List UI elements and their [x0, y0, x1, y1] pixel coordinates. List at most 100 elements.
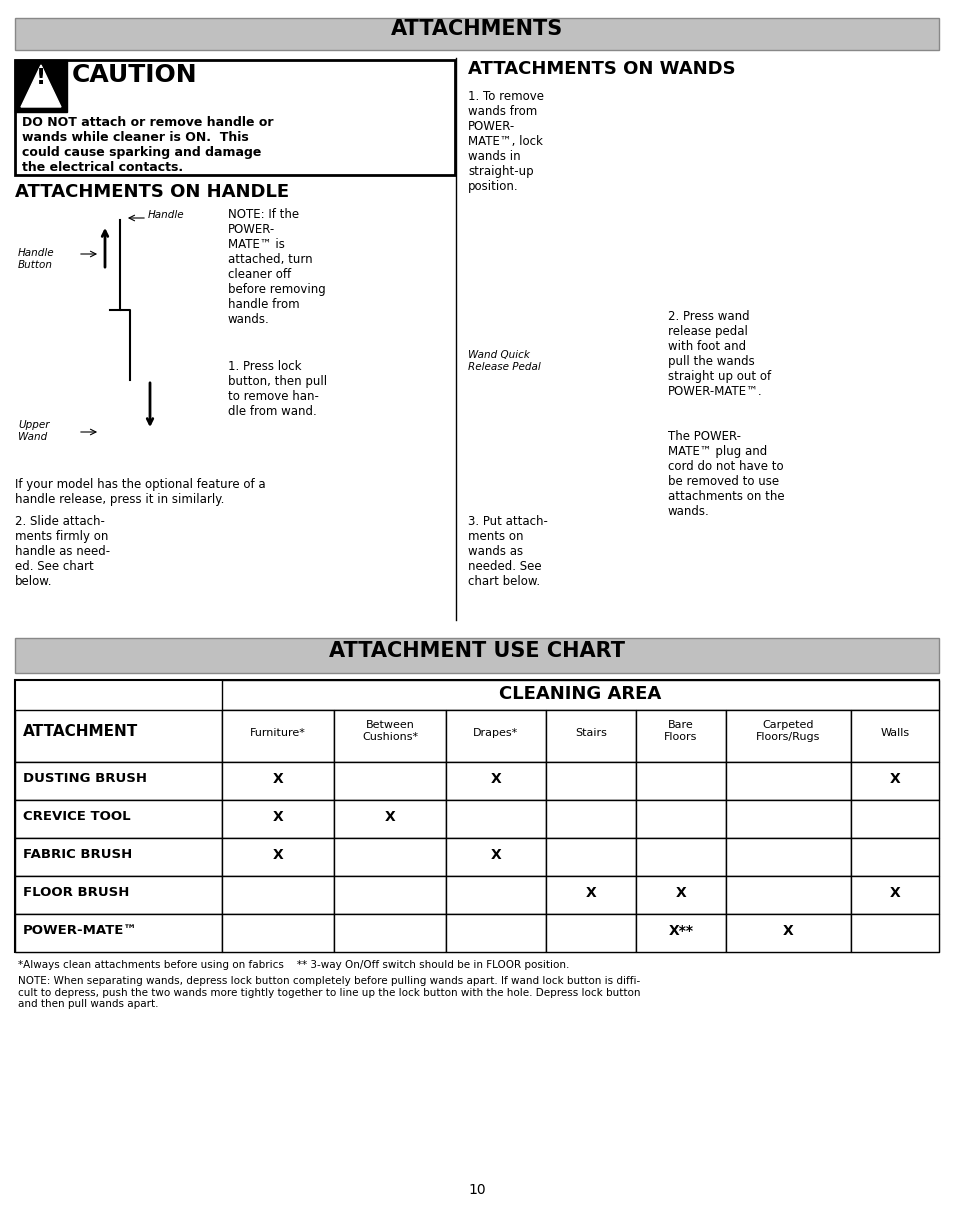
Bar: [850, 710, 938, 762]
Bar: [446, 876, 545, 914]
Bar: [636, 799, 725, 838]
Bar: [545, 876, 636, 914]
Bar: [725, 838, 850, 876]
Text: Drapes*: Drapes*: [473, 728, 518, 738]
Bar: [725, 876, 850, 914]
Text: !: !: [36, 68, 46, 87]
Bar: [15, 914, 222, 953]
Text: Walls: Walls: [880, 728, 908, 738]
Bar: [850, 876, 938, 914]
Text: NOTE: When separating wands, depress lock button completely before pulling wands: NOTE: When separating wands, depress loc…: [18, 976, 639, 1010]
Text: The POWER-
MATE™ plug and
cord do not have to
be removed to use
attachments on t: The POWER- MATE™ plug and cord do not ha…: [667, 430, 783, 518]
Text: NOTE: If the
POWER-
MATE™ is
attached, turn
cleaner off
before removing
handle f: NOTE: If the POWER- MATE™ is attached, t…: [228, 208, 325, 326]
Text: X: X: [585, 886, 596, 900]
Text: ATTACHMENTS ON HANDLE: ATTACHMENTS ON HANDLE: [15, 183, 289, 200]
Text: CLEANING AREA: CLEANING AREA: [498, 685, 661, 703]
Text: X: X: [675, 886, 685, 900]
Bar: [334, 914, 446, 953]
Text: ATTACHMENT: ATTACHMENT: [23, 724, 138, 739]
Bar: [446, 762, 545, 799]
Bar: [636, 762, 725, 799]
Bar: [636, 876, 725, 914]
Text: X: X: [273, 810, 283, 824]
Polygon shape: [21, 64, 61, 107]
Bar: [850, 838, 938, 876]
Bar: [636, 838, 725, 876]
Text: ATTACHMENTS ON WANDS: ATTACHMENTS ON WANDS: [468, 60, 735, 78]
Text: X: X: [889, 772, 900, 786]
Text: Wand Quick
Release Pedal: Wand Quick Release Pedal: [468, 350, 540, 372]
Bar: [15, 762, 222, 799]
Text: X: X: [490, 848, 501, 861]
Bar: [222, 762, 334, 799]
Bar: [850, 799, 938, 838]
Bar: [545, 838, 636, 876]
Bar: [222, 680, 938, 710]
Text: *Always clean attachments before using on fabrics    ** 3-way On/Off switch shou: *Always clean attachments before using o…: [18, 960, 569, 970]
Text: X: X: [273, 848, 283, 861]
Bar: [850, 914, 938, 953]
Text: Stairs: Stairs: [575, 728, 606, 738]
Text: Bare: Bare: [667, 720, 693, 730]
Text: 3. Put attach-
ments on
wands as
needed. See
chart below.: 3. Put attach- ments on wands as needed.…: [468, 515, 547, 588]
Bar: [545, 762, 636, 799]
Bar: [15, 710, 222, 762]
Text: DO NOT attach or remove handle or
wands while cleaner is ON.  This
could cause s: DO NOT attach or remove handle or wands …: [22, 115, 274, 174]
Bar: [15, 680, 938, 953]
Text: DUSTING BRUSH: DUSTING BRUSH: [23, 772, 147, 785]
Bar: [636, 914, 725, 953]
Bar: [222, 838, 334, 876]
Bar: [636, 710, 725, 762]
Text: CREVICE TOOL: CREVICE TOOL: [23, 810, 131, 823]
Text: Between: Between: [365, 720, 414, 730]
Text: If your model has the optional feature of a
handle release, press it in similarl: If your model has the optional feature o…: [15, 477, 265, 505]
Bar: [15, 60, 67, 112]
Text: 2. Press wand
release pedal
with foot and
pull the wands
straight up out of
POWE: 2. Press wand release pedal with foot an…: [667, 310, 770, 399]
Text: 10: 10: [468, 1183, 485, 1197]
Text: FLOOR BRUSH: FLOOR BRUSH: [23, 886, 130, 899]
Bar: [446, 710, 545, 762]
Bar: [15, 638, 938, 673]
Text: Handle
Button: Handle Button: [18, 248, 54, 270]
Bar: [15, 838, 222, 876]
Text: FABRIC BRUSH: FABRIC BRUSH: [23, 848, 132, 861]
Text: POWER-MATE™: POWER-MATE™: [23, 923, 137, 937]
Text: 1. To remove
wands from
POWER-
MATE™, lock
wands in
straight-up
position.: 1. To remove wands from POWER- MATE™, lo…: [468, 90, 543, 193]
Bar: [222, 799, 334, 838]
Text: Carpeted: Carpeted: [762, 720, 814, 730]
Bar: [725, 762, 850, 799]
Text: ATTACHMENTS: ATTACHMENTS: [391, 19, 562, 39]
Text: X: X: [889, 886, 900, 900]
Bar: [334, 762, 446, 799]
Bar: [222, 876, 334, 914]
Text: X: X: [782, 923, 793, 938]
Bar: [222, 710, 334, 762]
Bar: [222, 914, 334, 953]
Bar: [725, 799, 850, 838]
Text: X**: X**: [668, 923, 693, 938]
Text: Cushions*: Cushions*: [361, 731, 417, 742]
Bar: [15, 18, 938, 50]
Bar: [15, 60, 455, 175]
Bar: [545, 799, 636, 838]
Bar: [334, 876, 446, 914]
Bar: [15, 799, 222, 838]
Text: Floors/Rugs: Floors/Rugs: [756, 731, 820, 742]
Bar: [446, 838, 545, 876]
Text: X: X: [490, 772, 501, 786]
Bar: [545, 710, 636, 762]
Text: X: X: [273, 772, 283, 786]
Text: 2. Slide attach-
ments firmly on
handle as need-
ed. See chart
below.: 2. Slide attach- ments firmly on handle …: [15, 515, 110, 588]
Text: ATTACHMENT USE CHART: ATTACHMENT USE CHART: [329, 642, 624, 661]
Text: X: X: [384, 810, 395, 824]
Text: Handle: Handle: [148, 210, 185, 220]
Text: Furniture*: Furniture*: [250, 728, 306, 738]
Bar: [725, 710, 850, 762]
Bar: [334, 710, 446, 762]
Bar: [446, 914, 545, 953]
Text: CAUTION: CAUTION: [71, 63, 197, 87]
Text: Upper
Wand: Upper Wand: [18, 420, 50, 441]
Bar: [545, 914, 636, 953]
Text: Floors: Floors: [663, 731, 697, 742]
Bar: [334, 799, 446, 838]
